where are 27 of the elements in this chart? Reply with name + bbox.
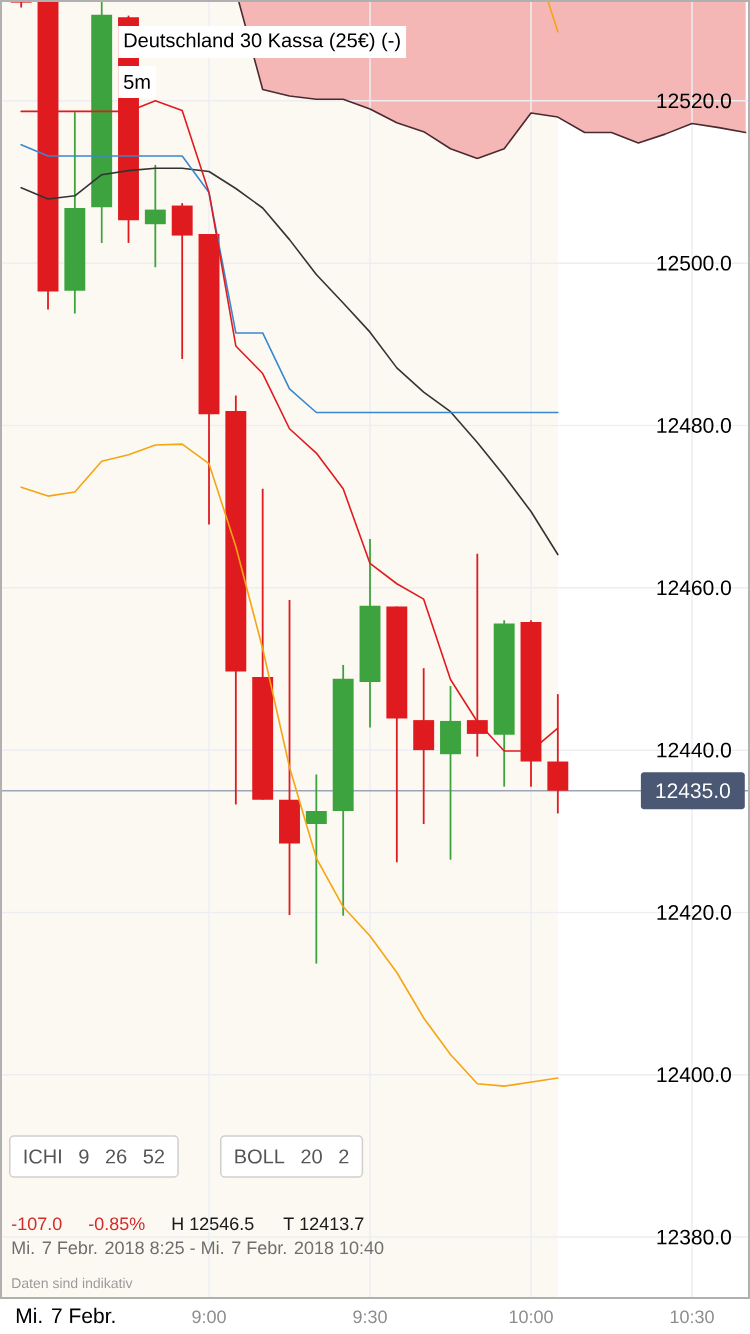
annotation: H 12546.5: [172, 1217, 254, 1231]
annotation: -0.85%: [89, 1217, 145, 1231]
annotation: Daten sind indikativ: [12, 1277, 133, 1289]
y-tick-label: 12460.0: [657, 580, 731, 596]
y-tick-label: 12480.0: [657, 418, 731, 433]
y-tick-label: 12500.0: [657, 255, 731, 271]
y-tick-label: 12520.0: [657, 93, 731, 109]
x-tick-label: 9:00: [192, 1310, 226, 1324]
line-series: [20, 167, 559, 556]
x-tick-label: 9:30: [353, 1310, 387, 1324]
candlestick: [305, 773, 327, 965]
y-tick-label: 12420.0: [657, 905, 731, 920]
y-tick-label: 12380.0: [657, 1229, 731, 1245]
annotation: BOLL 20 2: [235, 1149, 349, 1164]
annotation: -107.0: [12, 1217, 62, 1231]
x-tick-label: 10:00: [509, 1310, 553, 1324]
y-tick-label: 12400.0: [657, 1067, 731, 1083]
ref-line-label: 12435.0: [656, 783, 730, 799]
candlestick: [144, 164, 166, 269]
annotation: ICHI 9 26 52: [24, 1149, 164, 1164]
x-tick-label: 10:30: [670, 1310, 714, 1324]
text: Deutschland 30 Kassa (25€) (-): [124, 32, 400, 52]
annotation: T 12413.7: [283, 1217, 364, 1231]
annotation: Mi. 7 Febr. 2018 8:25 - Mi. 7 Febr. 2018 10:40: [12, 1240, 384, 1255]
text: Mi. 7 Febr.: [16, 1307, 115, 1324]
y-tick-label: 12440.0: [657, 742, 731, 758]
text: 5m: [124, 75, 150, 89]
